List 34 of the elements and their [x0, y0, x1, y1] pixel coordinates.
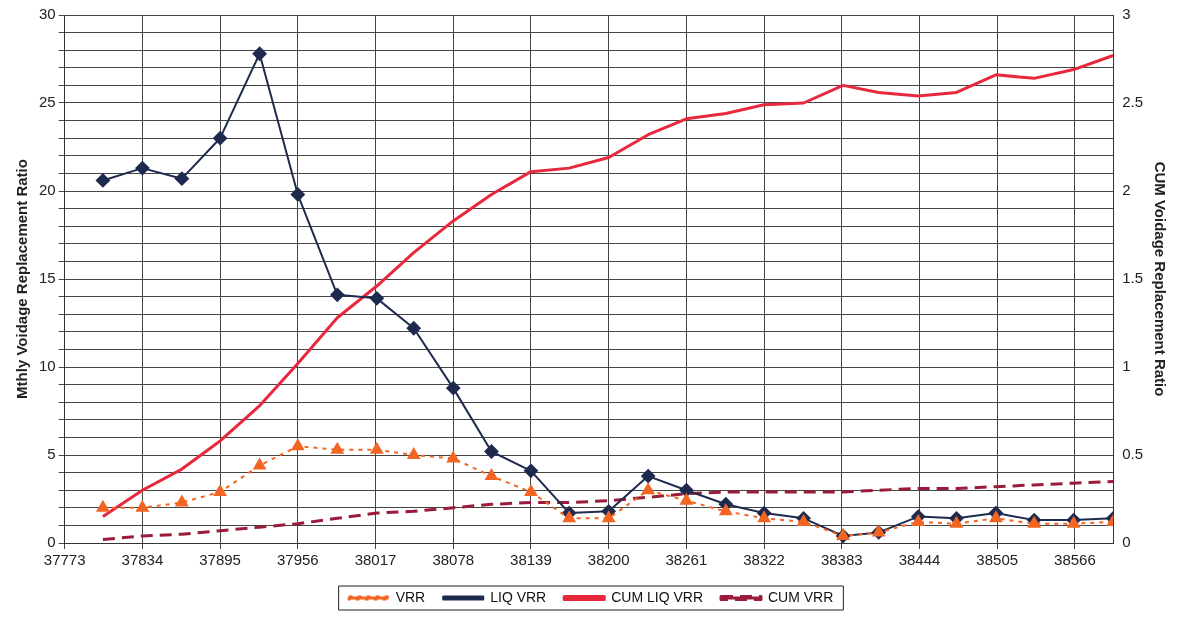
- legend-label: CUM LIQ VRR: [611, 588, 704, 605]
- x-tick-label: 38444: [898, 551, 941, 569]
- x-tick-label: 37895: [199, 551, 241, 569]
- y-tick-label: 25: [39, 93, 56, 111]
- x-tick-label: 37834: [121, 551, 164, 569]
- x-tick-label: 38383: [820, 551, 863, 569]
- x-tick-label: 38505: [976, 551, 1019, 569]
- y2-axis-title: CUM Voidage Replacement Ratio: [1151, 161, 1169, 397]
- x-tick-label: 38139: [510, 551, 552, 569]
- x-tick-label: 37956: [276, 551, 319, 569]
- y-tick-label: 15: [39, 269, 56, 287]
- y-tick-label: 10: [39, 357, 56, 375]
- x-tick-label: 38566: [1054, 551, 1096, 569]
- y-axis-title: Mthly Voidage Replacement Ratio: [13, 159, 31, 399]
- y2-tick-label: 2: [1122, 181, 1131, 199]
- y2-tick-label: 1: [1122, 357, 1131, 375]
- y-tick-label: 30: [39, 5, 56, 23]
- legend-label: VRR: [395, 588, 426, 605]
- x-tick-label: 38261: [665, 551, 708, 569]
- x-tick-label: 38078: [432, 551, 475, 569]
- x-tick-label: 38200: [587, 551, 630, 569]
- y2-tick-label: 2.5: [1122, 93, 1144, 111]
- y-tick-label: 20: [39, 181, 56, 199]
- y-tick-label: 0: [47, 533, 56, 551]
- x-tick-label: 38322: [743, 551, 785, 569]
- y2-tick-label: 0: [1122, 533, 1131, 551]
- x-tick-label: 38017: [354, 551, 397, 569]
- y2-tick-label: 3: [1122, 5, 1131, 23]
- y-tick-label: 5: [47, 445, 56, 463]
- x-tick-label: 37773: [43, 551, 86, 569]
- y2-tick-label: 1.5: [1122, 269, 1144, 287]
- legend-label: LIQ VRR: [490, 588, 547, 605]
- legend-label: CUM VRR: [768, 588, 834, 605]
- y2-tick-label: 0.5: [1122, 445, 1144, 463]
